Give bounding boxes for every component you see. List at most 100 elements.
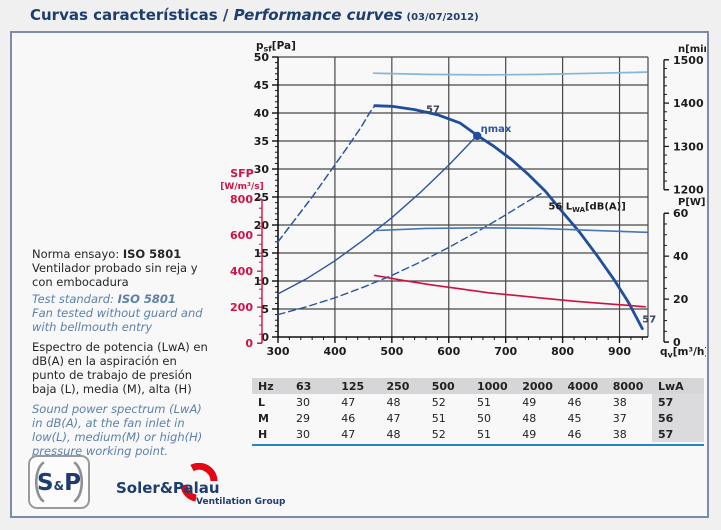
notes-sidebar: Norma ensayo: ISO 5801 Ventilador probad… bbox=[32, 247, 212, 464]
max-efficiency-system-line bbox=[277, 134, 478, 295]
spectrum-header-row: Hz 63 125 250 500 1000 2000 4000 8000 LwA bbox=[252, 378, 704, 394]
svg-text:400: 400 bbox=[230, 265, 253, 278]
brand-name: Soler&Palau bbox=[116, 479, 220, 497]
svg-text:0: 0 bbox=[245, 337, 253, 350]
spectrum-cell: 46 bbox=[567, 395, 582, 409]
svg-text:[W/m³/s]: [W/m³/s] bbox=[220, 182, 263, 192]
svg-text:0: 0 bbox=[673, 336, 681, 349]
table-underline bbox=[252, 444, 704, 446]
axis-sfp: 0 200 400 600 800 SFP [W/m³/s] bbox=[220, 167, 263, 350]
axis-power: 0 20 40 60P[W] bbox=[663, 197, 706, 349]
stall-region-curve bbox=[277, 104, 376, 243]
svg-text:ηmax: ηmax bbox=[481, 124, 512, 135]
spectrum-cell: 51 bbox=[431, 411, 446, 425]
svg-text:5: 5 bbox=[261, 303, 269, 316]
brand-footer: S&P Soler&Palau Ventilation Group bbox=[28, 453, 328, 515]
title-separator: / bbox=[217, 6, 234, 24]
svg-text:300: 300 bbox=[267, 345, 290, 358]
spectrum-cell: 38 bbox=[612, 395, 627, 409]
row-label-L: L bbox=[258, 395, 266, 409]
chart-grid bbox=[278, 56, 649, 337]
max-efficiency-point bbox=[473, 131, 482, 141]
spectrum-cell: 47 bbox=[341, 395, 356, 409]
spectrum-cell: 52 bbox=[431, 395, 446, 409]
page-title: Curvas características / Performance cur… bbox=[30, 6, 479, 24]
svg-text:50: 50 bbox=[254, 51, 270, 64]
sp-logo-glyph: S&P bbox=[34, 461, 84, 503]
norma-value-en: ISO 5801 bbox=[117, 292, 176, 306]
spectrum-row-H: H 30 47 48 52 51 49 46 38 57 bbox=[252, 426, 704, 442]
col-header-LwA: LwA bbox=[652, 378, 704, 394]
sfp-curve bbox=[374, 274, 647, 308]
col-header-250: 250 bbox=[380, 378, 426, 394]
spectrum-cell: 49 bbox=[522, 395, 537, 409]
static-pressure-curve bbox=[373, 104, 644, 331]
col-header-500: 500 bbox=[425, 378, 471, 394]
col-header-63: 63 bbox=[290, 378, 336, 394]
lwa-total-cell: 57 bbox=[652, 394, 704, 410]
title-spanish: Curvas características bbox=[30, 6, 218, 24]
spectrum-cell: 48 bbox=[386, 395, 401, 409]
svg-text:800: 800 bbox=[551, 345, 574, 358]
svg-text:45: 45 bbox=[254, 79, 269, 92]
col-header-8000: 8000 bbox=[606, 378, 652, 394]
norma-label-en: Test standard: bbox=[32, 292, 118, 306]
sp-logo-amp: & bbox=[54, 479, 64, 493]
svg-text:n[min⁻¹]: n[min⁻¹] bbox=[678, 44, 706, 55]
spectrum-cell: 48 bbox=[386, 427, 401, 441]
svg-text:600: 600 bbox=[230, 229, 253, 242]
spectrum-cell: 37 bbox=[612, 411, 627, 425]
spectrum-row-M: M 29 46 47 51 50 48 45 37 56 bbox=[252, 410, 704, 426]
svg-text:400: 400 bbox=[323, 345, 346, 358]
sp-logo: S&P bbox=[28, 455, 90, 509]
svg-text:800: 800 bbox=[230, 193, 253, 206]
input-power-curve-P50W bbox=[372, 227, 648, 234]
spectrum-cell: 46 bbox=[567, 427, 582, 441]
svg-text:57: 57 bbox=[642, 314, 656, 325]
norma-label-es: Norma ensayo: bbox=[32, 247, 123, 261]
red-swirl-icon bbox=[180, 463, 218, 502]
brand-group-label: Ventilation Group bbox=[196, 497, 286, 507]
svg-text:P[W]: P[W] bbox=[678, 197, 706, 208]
sound-power-curve-56dBA bbox=[277, 192, 542, 316]
main-panel: 0510152025303540455030040050060070080090… bbox=[10, 31, 709, 518]
spectrum-row-L: L 30 47 48 52 51 49 46 38 57 bbox=[252, 394, 704, 410]
row-label-M: M bbox=[258, 411, 269, 425]
spectrum-cell: 51 bbox=[477, 427, 491, 441]
primary-axes: 0510152025303540455030040050060070080090… bbox=[254, 40, 706, 360]
col-header-2000: 2000 bbox=[516, 378, 562, 394]
svg-text:56 LWA[dB(A)]: 56 LWA[dB(A)] bbox=[548, 201, 625, 214]
col-header-125: 125 bbox=[335, 378, 381, 394]
svg-text:900: 900 bbox=[608, 345, 631, 358]
spectrum-cell: 49 bbox=[522, 427, 537, 441]
spectrum-note-es: Espectro de potencia (LwA) en dB(A) en l… bbox=[32, 340, 208, 396]
svg-text:1300: 1300 bbox=[673, 140, 704, 153]
svg-text:0: 0 bbox=[261, 331, 269, 344]
svg-text:500: 500 bbox=[380, 345, 403, 358]
norma-value-es: ISO 5801 bbox=[122, 247, 182, 261]
spectrum-cell: 45 bbox=[567, 411, 582, 425]
spectrum-cell: 46 bbox=[341, 411, 356, 425]
norma-desc-en: Fan tested without guard and with bellmo… bbox=[32, 306, 203, 334]
spectrum-cell: 50 bbox=[477, 411, 491, 425]
svg-text:700: 700 bbox=[494, 345, 517, 358]
col-header-4000: 4000 bbox=[561, 378, 607, 394]
svg-text:60: 60 bbox=[673, 207, 689, 220]
spectrum-cell: 52 bbox=[431, 427, 446, 441]
sound-spectrum-table-area: Hz 63 125 250 500 1000 2000 4000 8000 LwA L 30 47 48… bbox=[252, 378, 704, 446]
col-header-1000: 1000 bbox=[471, 378, 517, 394]
title-date: (03/07/2012) bbox=[406, 12, 479, 23]
svg-text:30: 30 bbox=[254, 163, 270, 176]
lwa-total-cell: 57 bbox=[652, 426, 704, 442]
svg-text:40: 40 bbox=[254, 107, 270, 120]
svg-text:1200: 1200 bbox=[673, 184, 704, 197]
title-english: Performance curves bbox=[233, 6, 403, 24]
test-standard-es: Norma ensayo: ISO 5801 Ventilador probad… bbox=[32, 247, 212, 289]
svg-text:psf[Pa]: psf[Pa] bbox=[256, 40, 296, 54]
sp-logo-p: P bbox=[64, 470, 81, 496]
svg-text:35: 35 bbox=[254, 135, 269, 148]
test-standard-en: Test standard: ISO 5801 Fan tested witho… bbox=[32, 292, 212, 334]
svg-text:qv[m³/h]: qv[m³/h] bbox=[660, 346, 706, 360]
sound-spectrum-table: Hz 63 125 250 500 1000 2000 4000 8000 LwA L 30 47 48… bbox=[252, 378, 704, 442]
svg-text:25: 25 bbox=[254, 191, 269, 204]
